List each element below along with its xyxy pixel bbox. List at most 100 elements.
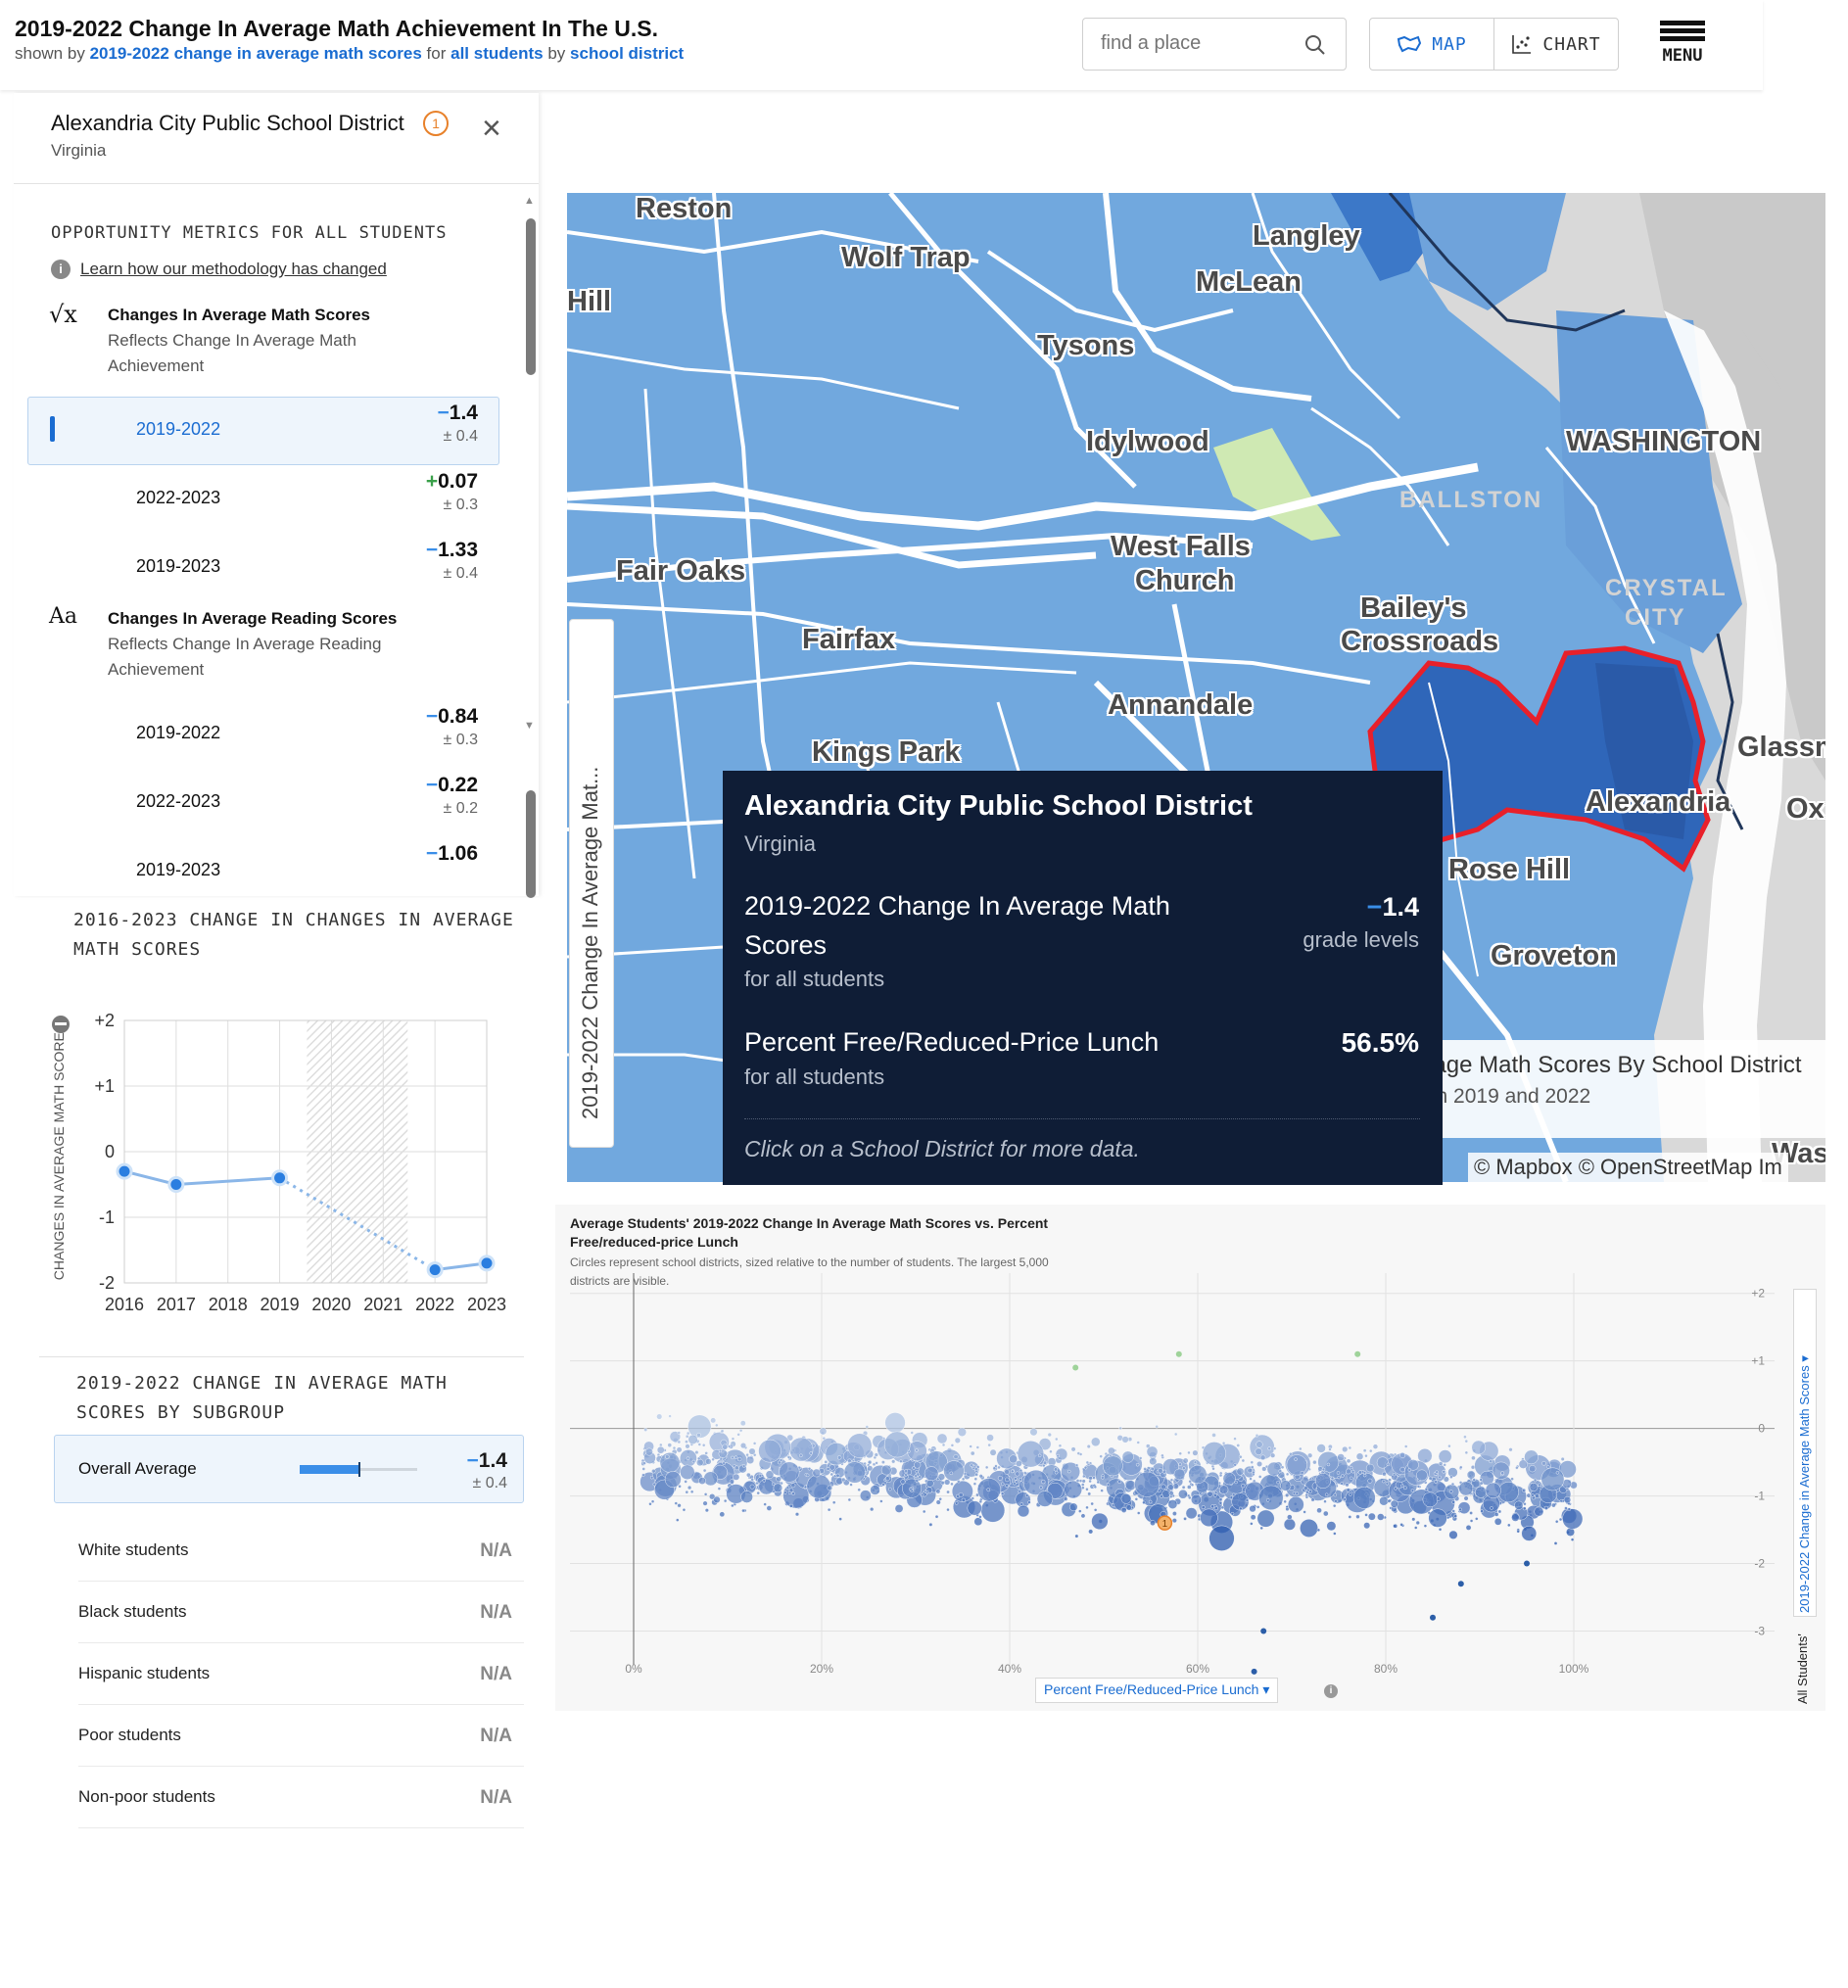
district-point — [1155, 1425, 1159, 1429]
close-icon[interactable]: × — [482, 110, 501, 147]
district-point — [1315, 1473, 1331, 1489]
district-point — [677, 1503, 682, 1508]
subtitle-metric-link[interactable]: 2019-2022 change in average math scores — [89, 44, 422, 63]
map-view-button[interactable]: MAP — [1370, 19, 1493, 70]
map-place-label: Ox — [1786, 793, 1824, 825]
district-point — [1178, 1462, 1182, 1467]
highlighted-district-label: 1 — [1162, 1519, 1168, 1530]
y-axis-metric-selector[interactable]: 2019-2022 Change in Average Math Scores … — [1793, 1289, 1817, 1617]
district-point — [1085, 1488, 1089, 1491]
x-axis-metric-selector[interactable]: Percent Free/Reduced-Price Lunch ▾ — [1035, 1678, 1279, 1703]
district-point — [1479, 1481, 1484, 1486]
chart-view-button[interactable]: CHART — [1493, 19, 1618, 70]
subgroup-row-nonpoor[interactable]: Non-poor students N/A — [78, 1770, 524, 1828]
district-point — [656, 1445, 665, 1454]
district-point — [1305, 1491, 1309, 1494]
map-place-label: CITY — [1625, 604, 1686, 631]
district-point — [1042, 1460, 1048, 1465]
reading-metric-description: Reflects Change In Average Reading Achie… — [108, 635, 382, 679]
subgroup-row-black[interactable]: Black students N/A — [78, 1585, 524, 1643]
district-point — [641, 1473, 645, 1477]
district-point — [1493, 1517, 1502, 1526]
district-point — [1369, 1448, 1373, 1453]
subgroup-row-hispanic[interactable]: Hispanic students N/A — [78, 1646, 524, 1705]
tooltip-divider — [744, 1118, 1420, 1119]
map-place-label: Wolf Trap — [841, 242, 971, 273]
district-point — [704, 1508, 709, 1513]
data-point — [478, 1254, 496, 1272]
district-point — [1285, 1506, 1290, 1512]
district-point — [860, 1490, 872, 1502]
search-icon[interactable] — [1304, 34, 1326, 56]
math-row-year[interactable]: 2022-2023 — [136, 488, 221, 507]
district-point — [1399, 1452, 1406, 1458]
subtitle-for: for — [426, 44, 447, 63]
math-row-selected-highlight[interactable] — [27, 397, 499, 465]
district-point — [973, 1517, 983, 1527]
reading-row-year[interactable]: 2022-2023 — [136, 791, 221, 811]
district-point — [1239, 1506, 1243, 1511]
subtitle-region-link[interactable]: school district — [570, 44, 685, 63]
place-search[interactable] — [1082, 18, 1347, 71]
district-point — [936, 1477, 940, 1482]
district-point — [970, 1463, 973, 1468]
menu-button[interactable]: MENU — [1658, 18, 1707, 71]
district-point — [1393, 1524, 1398, 1529]
subgroup-overall-row[interactable]: Overall Average −1.4 ± 0.4 — [54, 1435, 524, 1503]
district-point — [984, 1465, 989, 1470]
math-row-year[interactable]: 2019-2023 — [136, 556, 221, 576]
district-point — [1202, 1442, 1226, 1466]
scatter-plot[interactable]: +2 +1 0 -1 -2 -3 0% 20% 40% 60% 80% 100% 1 — [555, 1205, 1825, 1711]
district-point — [746, 1472, 751, 1478]
view-toggle: MAP CHART — [1369, 18, 1619, 71]
y-tick-label: -1 — [99, 1207, 115, 1227]
map-legend-toggle-tab[interactable]: 2019-2022 Change In Average Mat... — [569, 619, 614, 1148]
district-point — [884, 1412, 906, 1434]
district-point — [900, 1479, 906, 1485]
district-point — [1414, 1526, 1418, 1530]
district-point — [1303, 1486, 1308, 1491]
district-point — [694, 1450, 699, 1455]
district-point — [1324, 1492, 1329, 1496]
scroll-up-arrow-icon[interactable]: ▲ — [524, 195, 535, 207]
info-icon[interactable]: i — [1324, 1684, 1338, 1698]
district-point — [1438, 1461, 1444, 1466]
district-point — [1258, 1485, 1284, 1510]
methodology-link[interactable]: Learn how our methodology has changed — [80, 260, 387, 278]
district-point — [677, 1440, 682, 1444]
subgroup-row-poor[interactable]: Poor students N/A — [78, 1708, 524, 1767]
district-point — [665, 1454, 670, 1459]
district-point — [1334, 1499, 1338, 1503]
district-point — [1252, 1470, 1256, 1475]
district-point — [1529, 1465, 1537, 1473]
district-point — [888, 1487, 892, 1491]
district-point — [667, 1443, 673, 1447]
district-point — [1083, 1465, 1088, 1470]
reading-row-year[interactable]: 2019-2022 — [136, 723, 221, 742]
district-point — [1178, 1489, 1188, 1499]
district-point — [961, 1477, 966, 1482]
district-point — [1018, 1490, 1021, 1493]
district-point — [1251, 1668, 1257, 1675]
search-input[interactable] — [1101, 32, 1297, 55]
math-row-year[interactable]: 2019-2022 — [136, 419, 221, 439]
map-attribution[interactable]: © Mapbox © OpenStreetMap Im — [1468, 1153, 1788, 1182]
subtitle-group-link[interactable]: all students — [450, 44, 544, 63]
reading-row-year[interactable]: 2019-2023 — [136, 860, 221, 879]
district-point — [975, 1445, 980, 1449]
scrollbar-thumb[interactable] — [526, 790, 536, 898]
subgroup-row-white[interactable]: White students N/A — [78, 1523, 524, 1582]
district-point — [1349, 1465, 1353, 1470]
district-point — [1435, 1470, 1439, 1474]
map-place-label: WASHINGTON — [1566, 426, 1762, 457]
scroll-down-arrow-icon[interactable]: ▼ — [524, 720, 535, 732]
district-point — [973, 1477, 978, 1481]
district-point — [1167, 1484, 1174, 1491]
district-point — [1466, 1470, 1476, 1480]
scrollbar-thumb[interactable] — [526, 218, 536, 375]
district-point — [779, 1461, 800, 1483]
district-point — [682, 1508, 687, 1512]
district-point — [1350, 1490, 1355, 1493]
district-point — [1377, 1513, 1385, 1521]
district-point — [1175, 1350, 1182, 1357]
